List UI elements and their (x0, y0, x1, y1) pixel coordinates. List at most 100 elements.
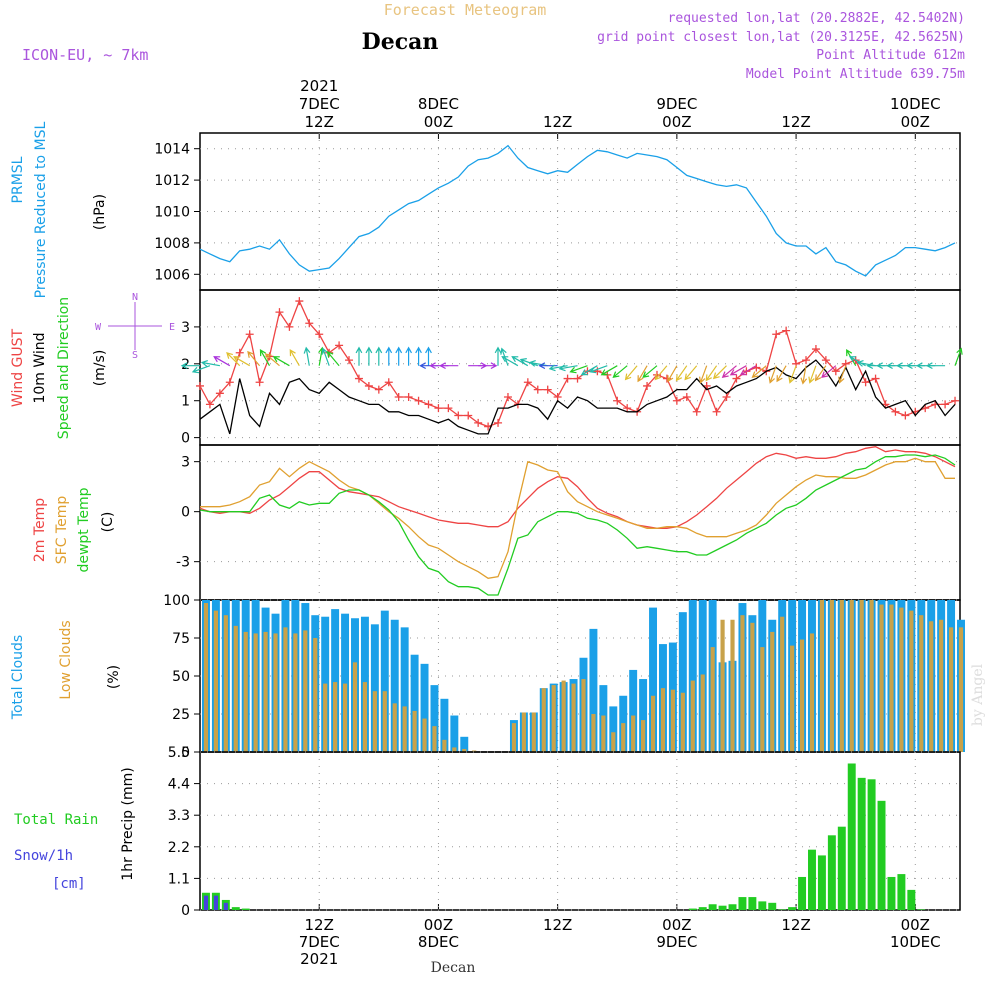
gust-point (951, 396, 960, 405)
bottom-time-label: 2021 (300, 950, 338, 968)
gust-point (901, 411, 910, 420)
bar-total-rain (231, 907, 240, 910)
gust-point (523, 378, 532, 387)
wind-direction-arrow (642, 365, 658, 379)
bar-low-clouds (650, 695, 656, 752)
wind-direction-arrow (814, 365, 827, 382)
top-time-label: 00Z (662, 113, 691, 131)
bar-low-clouds (790, 645, 795, 752)
clouds-unit: (%) (106, 665, 122, 689)
gust-point (593, 367, 602, 376)
wind-direction-arrow (439, 362, 459, 370)
bar-total-rain (708, 904, 717, 910)
bar-total-clouds (370, 624, 379, 752)
top-time-label: 10DEC (890, 95, 941, 113)
bar-total-clouds (609, 706, 618, 752)
pressure-label-1: PRMSL (10, 156, 26, 203)
wind-direction-arrow (200, 360, 221, 367)
bar-low-clouds (700, 674, 705, 752)
bar-low-clouds (372, 691, 377, 752)
top-time-label: 8DEC (418, 95, 459, 113)
gust-point (374, 385, 383, 394)
bar-low-clouds (352, 662, 358, 752)
y-tick-label: 0 (181, 505, 190, 521)
gust-point (474, 418, 483, 427)
snow-label: Snow/1h (14, 848, 73, 864)
wind-direction-arrow (705, 365, 718, 382)
y-tick-label: 1.1 (168, 871, 190, 887)
wind-direction-arrow (264, 353, 280, 367)
y-tick-label: 50 (172, 669, 190, 685)
bar-low-clouds (581, 679, 586, 752)
gust-point (434, 404, 443, 413)
wind-direction-arrow (808, 365, 817, 384)
gust-point (275, 308, 284, 317)
bar-low-clouds (869, 600, 874, 752)
wind-direction-arrow (226, 352, 241, 367)
gust-point (682, 393, 691, 402)
bar-low-clouds (730, 619, 735, 752)
bar-low-clouds (203, 603, 209, 752)
top-time-label: 7DEC (299, 95, 340, 113)
bar-low-clouds (342, 683, 348, 752)
bar-low-clouds (462, 748, 467, 752)
y-tick-label: 100 (163, 593, 190, 609)
bar-low-clouds (948, 627, 954, 752)
wind-direction-arrow (675, 365, 688, 382)
wind-direction-arrow (654, 365, 668, 381)
y-tick-label: 1008 (154, 236, 190, 252)
wind-direction-arrow (415, 346, 422, 366)
temp2m-label: 2m Temp (32, 498, 48, 562)
bar-low-clouds (710, 647, 715, 752)
bar-low-clouds (213, 610, 218, 752)
bar-low-clouds (392, 703, 397, 752)
bar-low-clouds (511, 723, 517, 752)
bar-low-clouds (958, 627, 964, 752)
wind-direction-arrow (739, 365, 757, 376)
gust-point (533, 385, 542, 394)
bar-low-clouds (323, 683, 328, 752)
gust-point (345, 356, 354, 365)
bar-low-clouds (422, 718, 427, 752)
bar-low-clouds (740, 615, 745, 752)
bar-total-clouds (341, 613, 350, 752)
bottom-time-label: 9DEC (656, 933, 697, 951)
top-time-label: 9DEC (656, 95, 697, 113)
panel-frame (199, 751, 961, 911)
wind-direction-arrow (821, 365, 837, 379)
bar-total-rain (827, 835, 836, 910)
wind-direction-arrow (538, 362, 558, 370)
bar-low-clouds (780, 616, 785, 752)
wind-direction-arrow (800, 365, 808, 385)
wind-direction-arrow (365, 346, 373, 366)
bar-total-clouds (440, 698, 449, 752)
y-tick-label: 1012 (154, 173, 190, 189)
bar-total-rain (917, 909, 926, 910)
bar-total-rain (877, 800, 886, 910)
gust-point (364, 381, 373, 390)
snow-unit: [cm] (52, 876, 86, 892)
wind-unit: (m/s) (92, 350, 108, 387)
pressure-unit: (hPa) (92, 194, 108, 230)
top-time-label: 12Z (305, 113, 334, 131)
bar-low-clouds (819, 600, 825, 752)
bar-low-clouds (760, 647, 765, 752)
bar-low-clouds (382, 691, 387, 752)
bottom-time-label: 00Z (662, 916, 691, 934)
gust-point (414, 396, 423, 405)
wind-direction-arrow (925, 362, 946, 370)
gust-point (772, 330, 781, 339)
bar-total-clouds (390, 619, 399, 752)
bar-low-clouds (641, 720, 646, 752)
bar-low-clouds (939, 619, 944, 752)
wind-panel: Wind GUST 10m Wind Speed and Direction (… (10, 289, 963, 447)
bar-snow-1h (223, 902, 228, 910)
wind-direction-arrow (289, 349, 300, 366)
top-time-label: 12Z (543, 113, 572, 131)
low-clouds-label: Low Clouds (58, 620, 74, 699)
wind-direction-arrow (637, 365, 648, 383)
bar-low-clouds (879, 604, 884, 752)
gust-point (811, 345, 820, 354)
rain-label: Total Rain (14, 812, 98, 828)
series-line-dewpt-temp (199, 454, 956, 596)
